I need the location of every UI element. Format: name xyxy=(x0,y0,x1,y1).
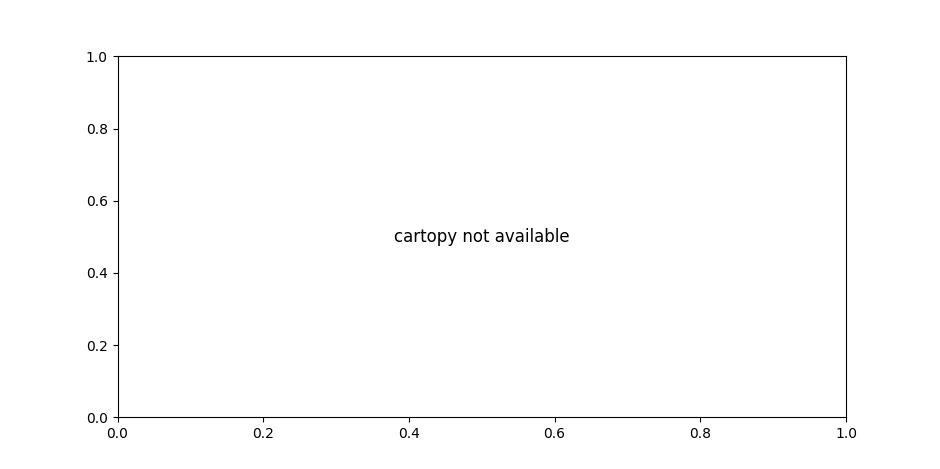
Text: cartopy not available: cartopy not available xyxy=(394,228,570,246)
